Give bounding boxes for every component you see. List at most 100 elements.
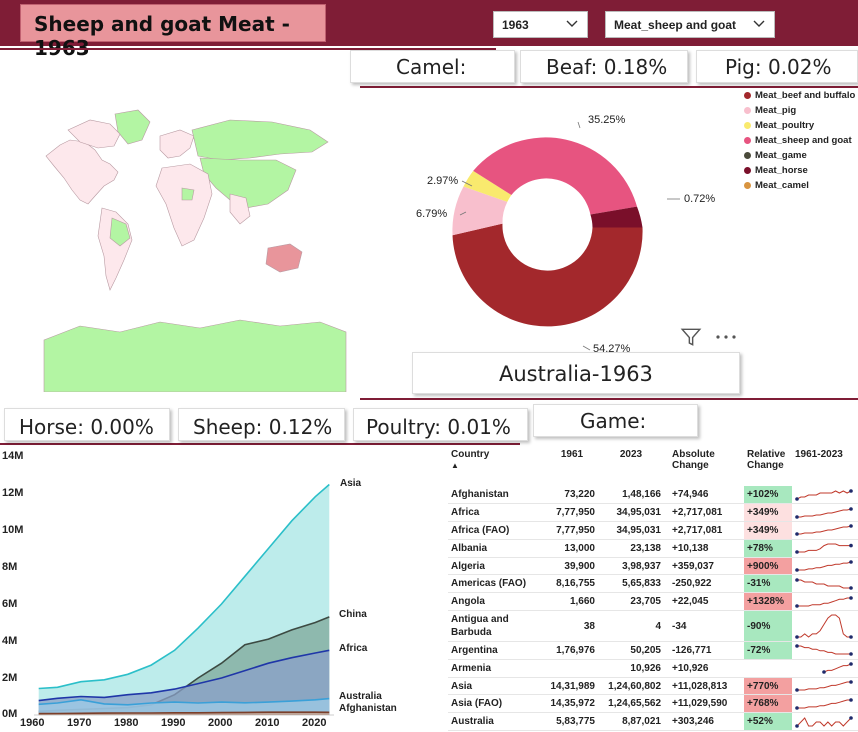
meat-share-donut-chart[interactable] [425,105,670,350]
donut-slice-poultry[interactable] [463,170,512,202]
table-row[interactable]: Antigua and Barbuda 38 4 -34 -90% [448,610,858,643]
cell-1961: 7,77,950 [546,521,598,540]
year-dropdown[interactable]: 1963 [493,11,588,38]
y-tick-label: 12M [2,487,24,499]
cell-sparkline [792,486,858,505]
line-series-australia [38,697,330,706]
column-header-relative-change[interactable]: Relative Change [747,449,786,471]
map-region-greenland[interactable] [114,109,151,145]
table-row[interactable]: Argentina 1,76,976 50,205 -126,771 -72% [448,641,858,660]
map-region-africa[interactable] [155,163,213,247]
cell-relative-change: +78% [744,539,792,558]
country-change-table[interactable]: Country ▲ 1961 2023 Absolute Change Rela… [448,448,858,732]
sort-ascending-icon[interactable]: ▲ [451,461,459,470]
cell-absolute-change: +359,037 [664,557,744,576]
sparkline-endpoint [795,706,799,710]
table-row[interactable]: Albania 13,000 23,138 +10,138 +78% [448,539,858,558]
sparkline-endpoint [795,550,799,555]
sparkline [795,680,853,692]
table-row[interactable]: Afghanistan 73,220 1,48,166 +74,946 +102% [448,486,858,505]
map-region-asia[interactable] [199,157,297,209]
column-header-1961[interactable]: 1961 [560,449,584,460]
column-header-2023[interactable]: 2023 [619,449,643,460]
column-header-label: Country [451,449,490,460]
column-header-country[interactable]: Country ▲ [448,448,546,486]
horse-share-card[interactable]: Horse: 0.00% [4,408,170,441]
table-row[interactable]: Africa (FAO) 7,77,950 34,95,031 +2,717,081 +… [448,521,858,540]
table-row[interactable]: Australia 5,83,775 8,87,021 +303,246 +52% [448,712,858,732]
line-series-asia [38,483,330,690]
sparkline-endpoint [849,635,853,639]
table-row[interactable]: Asia 14,31,989 1,24,60,802 +11,028,813 +770% [448,677,858,696]
legend-item[interactable]: Meat_game [744,148,855,163]
sparkline-endpoint [849,652,853,657]
sparkline-endpoint [849,488,853,493]
column-header-trend[interactable]: 1961-2023 [795,449,843,460]
donut-slice-horse[interactable] [590,206,643,228]
sparkline-path [797,681,851,691]
cell-relative-change: +900% [744,557,792,576]
y-tick-label: 0M [2,708,18,720]
legend-item[interactable]: Meat_sheep and goat [744,133,855,148]
meat-type-dropdown[interactable]: Meat_sheep and goat [605,11,775,38]
table-row[interactable]: Africa 7,77,950 34,95,031 +2,717,081 +349% [448,503,858,523]
donut-slice-beef[interactable] [452,223,643,327]
production-area-chart[interactable] [0,448,400,732]
cell-sparkline [792,503,858,523]
donut-slice-sheep-goat[interactable] [473,137,637,215]
sparkline-endpoint [795,532,799,537]
sparkline-path [823,663,852,673]
poultry-share-card[interactable]: Poultry: 0.01% [353,408,528,441]
x-tick-label: 1960 [20,717,45,729]
series-label-africa: Africa [339,643,368,654]
x-tick-label: 1980 [114,717,139,729]
legend-item[interactable]: Meat_pig [744,103,855,118]
cell-relative-change: +349% [744,521,792,540]
sheep-share-card[interactable]: Sheep: 0.12% [178,408,345,441]
pig-share-card[interactable]: Pig: 0.02% [696,50,858,83]
legend-item[interactable]: Meat_horse [744,163,855,178]
map-region-europe[interactable] [159,129,195,159]
cell-relative-change: -72% [744,641,792,660]
cell-1961: 38 [546,610,598,643]
table-row[interactable]: Armenia 10,926 +10,926 [448,659,858,678]
legend-item[interactable]: Meat_poultry [744,118,855,133]
sparkline-endpoint [849,544,853,548]
game-share-card[interactable]: Game: [533,404,698,437]
column-header-absolute-change[interactable]: Absolute Change [672,449,715,471]
chevron-down-icon [753,20,765,27]
y-tick-label: 8M [2,561,18,573]
selected-country-card[interactable]: Australia-1963 [412,352,740,394]
legend-dot-icon [744,92,751,99]
map-region-south-asia[interactable] [229,193,251,225]
sparkline-endpoint [849,524,853,529]
cell-2023: 1,24,65,562 [598,694,664,714]
legend-item[interactable]: Meat_camel [744,178,855,193]
world-map[interactable] [40,100,350,392]
sparkline [795,488,853,501]
camel-share-card[interactable]: Camel: [350,50,515,83]
map-region-canada[interactable] [67,119,121,149]
legend-item[interactable]: Meat_beef and buffalo [744,88,855,103]
legend-label: Meat_beef and buffalo [755,90,856,101]
donut-slice-pig[interactable] [452,186,508,236]
sparkline-endpoint [822,670,826,675]
table-row[interactable]: Algeria 39,900 3,98,937 +359,037 +900% [448,557,858,576]
map-region-africa-highlight[interactable] [181,187,195,201]
cell-country: Asia [448,677,546,696]
map-region-australia[interactable] [265,243,303,273]
map-region-brazil[interactable] [109,217,131,247]
page-title: Sheep and goat Meat - 1963 [20,4,326,60]
map-region-north-america[interactable] [45,139,119,205]
table-row[interactable]: Asia (FAO) 14,35,972 1,24,65,562 +11,029,59… [448,694,858,714]
beef-share-card[interactable]: Beaf: 0.18% [520,50,688,83]
sparkline [795,506,853,519]
table-row[interactable]: Angola 1,660 23,705 +22,045 +1328% [448,592,858,612]
map-region-antarctica[interactable] [43,319,347,392]
cell-absolute-change: +303,246 [664,712,744,732]
filter-icon[interactable] [680,326,702,348]
map-region-russia[interactable] [191,119,329,161]
table-row[interactable]: Americas (FAO) 8,16,755 5,65,833 -250,922 -3… [448,574,858,594]
more-options-icon[interactable] [714,333,738,341]
sparkline-path [796,490,852,500]
